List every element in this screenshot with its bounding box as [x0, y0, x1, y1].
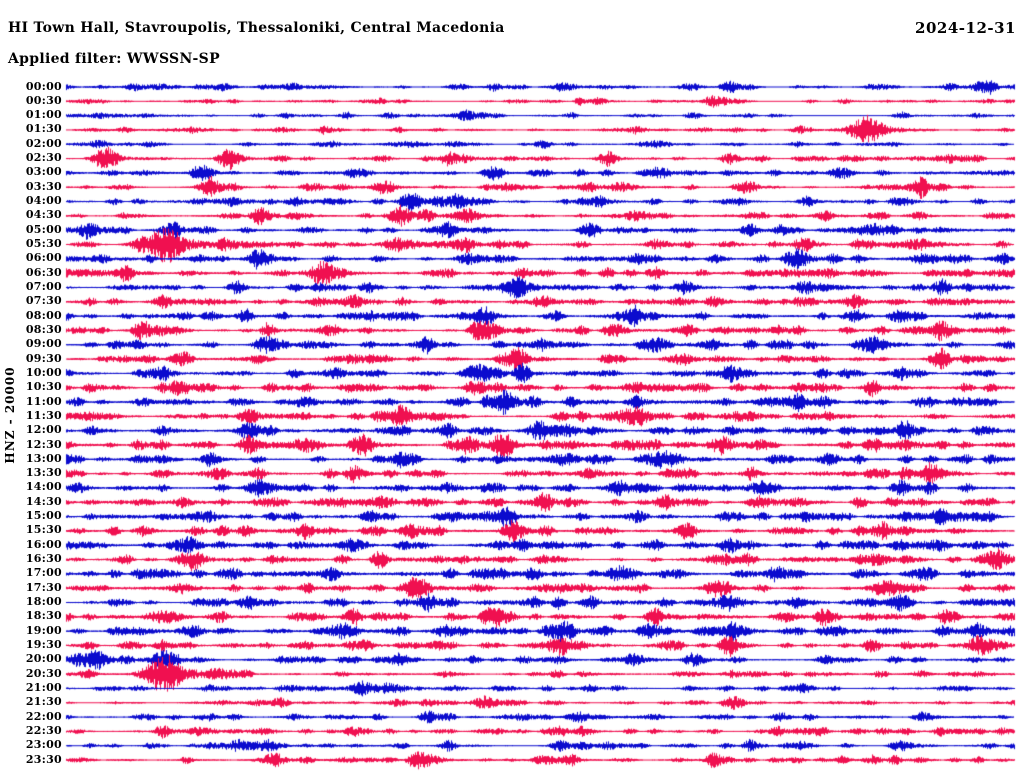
time-label: 18:00	[25, 595, 62, 609]
time-label: 08:00	[25, 308, 62, 322]
time-label: 04:30	[25, 208, 62, 222]
time-label: 01:30	[25, 122, 62, 136]
time-label: 10:30	[25, 380, 62, 394]
time-label: 16:00	[25, 537, 62, 551]
time-label: 01:00	[25, 108, 62, 122]
time-label: 23:00	[25, 738, 62, 752]
time-label: 11:30	[25, 408, 62, 422]
time-label: 19:00	[25, 623, 62, 637]
time-label: 12:00	[25, 423, 62, 437]
time-label: 09:30	[25, 351, 62, 365]
time-label: 11:00	[25, 394, 62, 408]
time-label: 22:30	[25, 723, 62, 737]
time-label: 17:30	[25, 580, 62, 594]
time-label: 15:00	[25, 509, 62, 523]
time-label: 14:00	[25, 480, 62, 494]
time-label: 17:00	[25, 566, 62, 580]
time-label: 22:00	[25, 709, 62, 723]
time-label: 13:30	[25, 466, 62, 480]
time-label: 12:30	[25, 437, 62, 451]
time-label: 15:30	[25, 523, 62, 537]
time-label: 20:30	[25, 666, 62, 680]
time-label: 08:30	[25, 322, 62, 336]
time-label: 09:00	[25, 337, 62, 351]
time-label: 23:30	[25, 752, 62, 766]
time-label: 03:30	[25, 179, 62, 193]
applied-filter-label: Applied filter: WWSSN-SP	[8, 51, 220, 67]
time-label: 20:00	[25, 652, 62, 666]
time-label: 16:30	[25, 552, 62, 566]
time-label: 14:30	[25, 494, 62, 508]
time-label: 06:00	[25, 251, 62, 265]
time-label: 05:30	[25, 237, 62, 251]
station-title: HI Town Hall, Stavroupolis, Thessaloniki…	[8, 20, 505, 36]
time-label: 13:00	[25, 451, 62, 465]
time-label: 03:00	[25, 165, 62, 179]
time-label: 02:00	[25, 136, 62, 150]
time-label: 02:30	[25, 151, 62, 165]
time-label: 05:00	[25, 222, 62, 236]
time-label: 21:30	[25, 695, 62, 709]
time-label: 18:30	[25, 609, 62, 623]
time-label: 04:00	[25, 194, 62, 208]
time-label: 06:30	[25, 265, 62, 279]
time-label: 00:00	[25, 79, 62, 93]
time-label: 19:30	[25, 637, 62, 651]
time-label: 10:00	[25, 365, 62, 379]
time-label: 07:00	[25, 279, 62, 293]
record-date: 2024-12-31	[915, 19, 1016, 37]
time-label: 00:30	[25, 93, 62, 107]
time-label: 21:00	[25, 680, 62, 694]
time-label: 07:30	[25, 294, 62, 308]
